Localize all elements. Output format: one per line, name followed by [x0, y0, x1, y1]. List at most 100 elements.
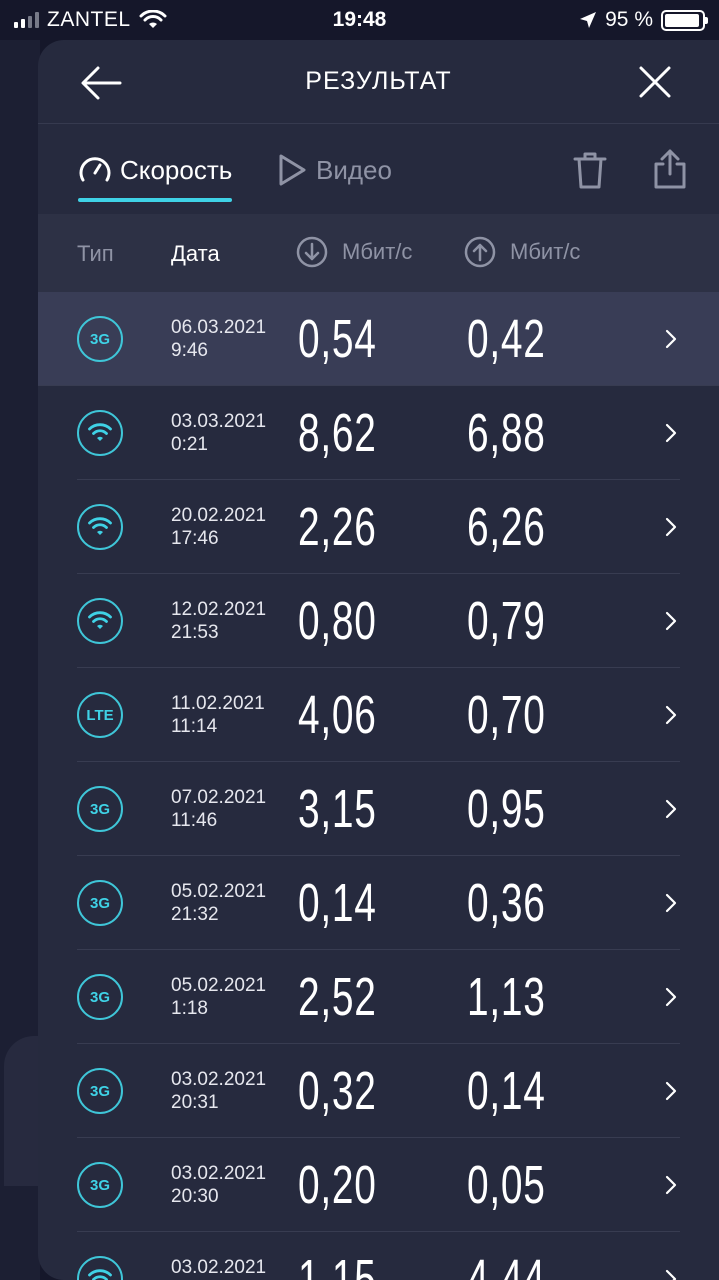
close-icon[interactable]	[637, 64, 673, 100]
wifi-icon	[77, 410, 123, 456]
chevron-right-icon[interactable]	[664, 704, 678, 726]
row-date: 03.02.2021	[171, 1163, 267, 1184]
wifi-status-icon	[139, 10, 167, 28]
row-date: 05.02.2021	[171, 975, 267, 996]
table-row[interactable]: 3G 05.02.2021 21:32 0,14 0,36	[38, 856, 719, 950]
download-speed: 0,80	[298, 591, 377, 651]
chevron-right-icon[interactable]	[664, 986, 678, 1008]
table-row[interactable]: 03.02.2021 1,15 4,44	[38, 1232, 719, 1280]
table-row[interactable]: 3G 05.02.2021 1:18 2,52 1,13	[38, 950, 719, 1044]
speedometer-icon	[79, 157, 111, 182]
share-icon[interactable]	[652, 148, 688, 190]
tab-video[interactable]: Видео	[276, 150, 392, 190]
cellular-signal-icon	[14, 12, 39, 28]
download-speed: 2,52	[298, 967, 377, 1027]
table-row[interactable]: LTE 11.02.2021 11:14 4,06 0,70	[38, 668, 719, 762]
tab-video-label: Видео	[316, 154, 392, 185]
row-time: 0:21	[171, 434, 208, 455]
column-upload: Мбит/с	[464, 236, 580, 268]
table-row[interactable]: 20.02.2021 17:46 2,26 6,26	[38, 480, 719, 574]
download-speed: 4,06	[298, 685, 377, 745]
upload-speed: 6,88	[467, 403, 546, 463]
row-time: 20:31	[171, 1092, 219, 1113]
chevron-right-icon[interactable]	[664, 1268, 678, 1280]
upload-speed: 0,14	[467, 1061, 546, 1121]
row-time: 1:18	[171, 998, 208, 1019]
row-date: 06.03.2021	[171, 317, 267, 338]
chevron-right-icon[interactable]	[664, 328, 678, 350]
results-sheet: РЕЗУЛЬТАТ Скорость Видео Тип Дата	[38, 40, 719, 1280]
upload-speed: 0,70	[467, 685, 546, 745]
row-time: 17:46	[171, 528, 219, 549]
upload-speed: 0,36	[467, 873, 546, 933]
chevron-right-icon[interactable]	[664, 798, 678, 820]
row-date: 20.02.2021	[171, 505, 267, 526]
download-arrow-icon	[296, 236, 328, 268]
chevron-right-icon[interactable]	[664, 610, 678, 632]
battery-icon	[661, 9, 708, 31]
row-time: 21:32	[171, 904, 219, 925]
column-download: Мбит/с	[296, 236, 412, 268]
chevron-right-icon[interactable]	[664, 516, 678, 538]
status-bar: ZANTEL 19:48 95 %	[0, 0, 719, 40]
row-datetime: 03.02.2021 20:31	[171, 1068, 266, 1114]
upload-speed: 0,95	[467, 779, 546, 839]
row-time: 9:46	[171, 340, 208, 361]
chevron-right-icon[interactable]	[664, 422, 678, 444]
table-row[interactable]: 3G 03.02.2021 20:30 0,20 0,05	[38, 1138, 719, 1232]
network-type-badge: 3G	[77, 974, 123, 1020]
row-time: 11:14	[171, 716, 218, 737]
battery-percent: 95 %	[605, 8, 653, 31]
table-row[interactable]: 03.03.2021 0:21 8,62 6,88	[38, 386, 719, 480]
table-row[interactable]: 3G 03.02.2021 20:31 0,32 0,14	[38, 1044, 719, 1138]
row-datetime: 03.03.2021 0:21	[171, 410, 266, 456]
table-row[interactable]: 3G 06.03.2021 9:46 0,54 0,42	[38, 292, 719, 386]
carrier-name: ZANTEL	[47, 8, 131, 31]
row-date: 03.02.2021	[171, 1257, 267, 1278]
chevron-right-icon[interactable]	[664, 1174, 678, 1196]
upload-speed: 4,44	[467, 1249, 546, 1280]
network-type-badge: 3G	[77, 1068, 123, 1114]
network-type-badge: LTE	[77, 692, 123, 738]
row-date: 11.02.2021	[171, 693, 265, 714]
table-row[interactable]: 12.02.2021 21:53 0,80 0,79	[38, 574, 719, 668]
play-icon	[279, 154, 306, 186]
row-datetime: 03.02.2021 20:30	[171, 1162, 266, 1208]
download-speed: 8,62	[298, 403, 377, 463]
row-datetime: 12.02.2021 21:53	[171, 598, 266, 644]
chevron-right-icon[interactable]	[664, 892, 678, 914]
row-datetime: 20.02.2021 17:46	[171, 504, 266, 550]
upload-unit: Мбит/с	[510, 239, 581, 264]
download-unit: Мбит/с	[342, 239, 413, 264]
download-speed: 1,15	[298, 1249, 377, 1280]
table-header: Тип Дата Мбит/с Мбит/с	[38, 214, 719, 292]
tab-speed-label: Скорость	[120, 154, 233, 185]
chevron-right-icon[interactable]	[664, 1080, 678, 1102]
network-type-badge: 3G	[77, 880, 123, 926]
row-date: 03.03.2021	[171, 411, 267, 432]
download-speed: 0,14	[298, 873, 377, 933]
row-time: 11:46	[171, 810, 218, 831]
table-row[interactable]: 3G 07.02.2021 11:46 3,15 0,95	[38, 762, 719, 856]
row-datetime: 05.02.2021 1:18	[171, 974, 266, 1020]
row-date: 05.02.2021	[171, 881, 267, 902]
upload-speed: 0,05	[467, 1155, 546, 1215]
row-datetime: 05.02.2021 21:32	[171, 880, 266, 926]
column-date: Дата	[171, 241, 220, 266]
upload-arrow-icon	[464, 236, 496, 268]
download-speed: 2,26	[298, 497, 377, 557]
upload-speed: 6,26	[467, 497, 546, 557]
network-type-badge: 3G	[77, 786, 123, 832]
download-speed: 0,54	[298, 309, 377, 369]
page-title: РЕЗУЛЬТАТ	[305, 67, 452, 95]
upload-speed: 1,13	[467, 967, 546, 1027]
upload-speed: 0,42	[467, 309, 546, 369]
trash-icon[interactable]	[572, 150, 608, 190]
upload-speed: 0,79	[467, 591, 546, 651]
row-datetime: 06.03.2021 9:46	[171, 316, 266, 362]
download-speed: 0,32	[298, 1061, 377, 1121]
wifi-icon	[77, 504, 123, 550]
back-arrow-icon[interactable]	[80, 62, 122, 104]
results-list: 3G 06.03.2021 9:46 0,54 0,42 03.03.2021 0:21 8,…	[38, 292, 719, 1280]
tab-speed[interactable]: Скорость	[78, 150, 233, 202]
